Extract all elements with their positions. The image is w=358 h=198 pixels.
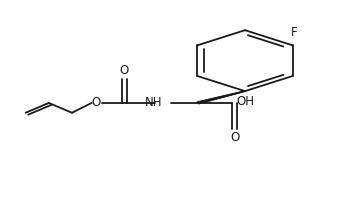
Text: F: F	[291, 26, 298, 39]
Text: O: O	[230, 131, 239, 144]
Text: NH: NH	[145, 96, 162, 109]
Text: O: O	[92, 96, 101, 109]
Text: O: O	[120, 64, 129, 77]
Text: OH: OH	[236, 95, 254, 109]
